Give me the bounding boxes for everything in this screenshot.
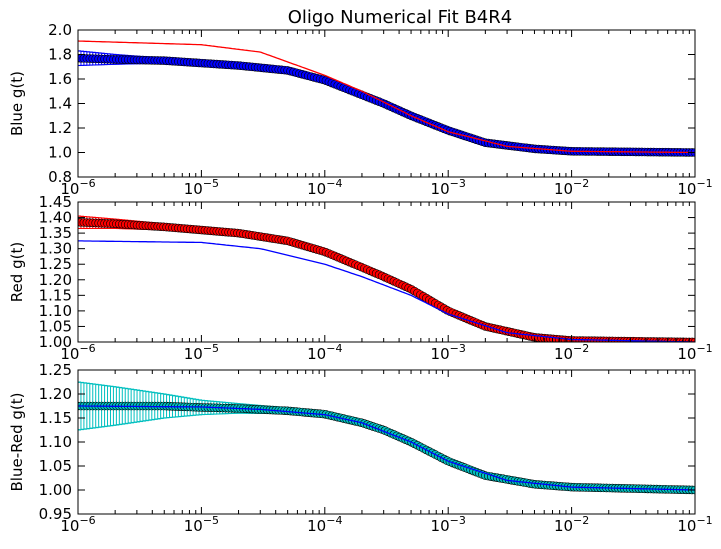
panels: 0.8 1.0 1.2 1.4 1.6 1.8 2.0 10−6 10−5 10−4 10−3 10−… <box>8 21 713 535</box>
y-tick-label: 1.25 <box>39 361 72 379</box>
plot-area <box>78 40 695 157</box>
y-tick-label: 1.45 <box>39 193 72 211</box>
x-tick-label: 10−5 <box>184 177 219 198</box>
y-tick-label: 1.00 <box>39 333 72 351</box>
fit-line <box>78 240 695 342</box>
y-tick-label: 1.35 <box>39 224 72 242</box>
markers <box>78 401 695 495</box>
x-tick-label: 10−3 <box>431 342 466 363</box>
plot-frame <box>77 201 696 343</box>
y-axis-label: Blue-Red g(t) <box>8 393 26 492</box>
y-tick-label: 1.25 <box>39 255 72 273</box>
data-point <box>690 337 695 342</box>
y-tick-label: 1.10 <box>39 433 72 451</box>
x-tick-label: 10−1 <box>677 177 712 198</box>
y-tick-label: 1.15 <box>39 409 72 427</box>
y-tick-label: 1.0 <box>48 144 72 162</box>
plot-area <box>78 215 695 342</box>
x-tick-label: 10−2 <box>554 514 589 535</box>
y-tick-label: 1.6 <box>48 70 72 88</box>
y-tick-label: 1.2 <box>48 119 72 137</box>
y-tick-label: 1.05 <box>39 317 72 335</box>
x-tick-label: 10−6 <box>60 177 95 198</box>
x-tick-label: 10−4 <box>307 514 342 535</box>
markers <box>78 53 695 157</box>
fit-line <box>78 405 695 491</box>
fit-line <box>78 40 695 154</box>
y-axis-label: Red g(t) <box>8 242 26 302</box>
plot-frame <box>77 369 696 515</box>
markers <box>78 217 695 342</box>
panel-1: 0.8 1.0 1.2 1.4 1.6 1.8 2.0 10−6 10−5 10−4 10−3 10−… <box>8 21 713 198</box>
error-bars <box>78 381 695 492</box>
x-tick-label: 10−3 <box>431 177 466 198</box>
y-tick-label: 1.00 <box>39 481 72 499</box>
y-tick-label: 1.05 <box>39 457 72 475</box>
y-axis-label: Blue g(t) <box>8 71 26 136</box>
y-tick-label: 1.20 <box>39 271 72 289</box>
x-tick-label: 10−2 <box>554 342 589 363</box>
x-tick-label: 10−6 <box>60 342 95 363</box>
y-tick-label: 1.40 <box>39 209 72 227</box>
x-tick-label: 10−5 <box>184 514 219 535</box>
x-tick-label: 10−5 <box>184 342 219 363</box>
x-tick-label: 10−4 <box>307 342 342 363</box>
panel-2: 1.001.051.101.151.201.251.301.351.401.45… <box>8 193 713 363</box>
x-tick-label: 10−6 <box>60 514 95 535</box>
plot-area <box>78 381 695 495</box>
y-tick-label: 2.0 <box>48 21 72 39</box>
y-tick-label: 1.4 <box>48 95 72 113</box>
x-tick-label: 10−1 <box>677 342 712 363</box>
x-tick-label: 10−1 <box>677 514 712 535</box>
y-tick-label: 0.95 <box>39 505 72 523</box>
y-tick-label: 0.8 <box>48 168 72 186</box>
x-tick-label: 10−3 <box>431 514 466 535</box>
chart-title: Oligo Numerical Fit B4R4 <box>288 7 512 28</box>
y-tick-label: 1.8 <box>48 46 72 64</box>
y-tick-label: 1.10 <box>39 302 72 320</box>
y-tick-label: 1.20 <box>39 385 72 403</box>
y-tick-label: 1.15 <box>39 286 72 304</box>
panel-3: 0.95 1.00 1.05 1.10 1.15 1.20 1.25 10−6 10−5 10−4… <box>8 361 713 535</box>
x-tick-label: 10−2 <box>554 177 589 198</box>
x-tick-label: 10−4 <box>307 177 342 198</box>
y-tick-label: 1.30 <box>39 240 72 258</box>
